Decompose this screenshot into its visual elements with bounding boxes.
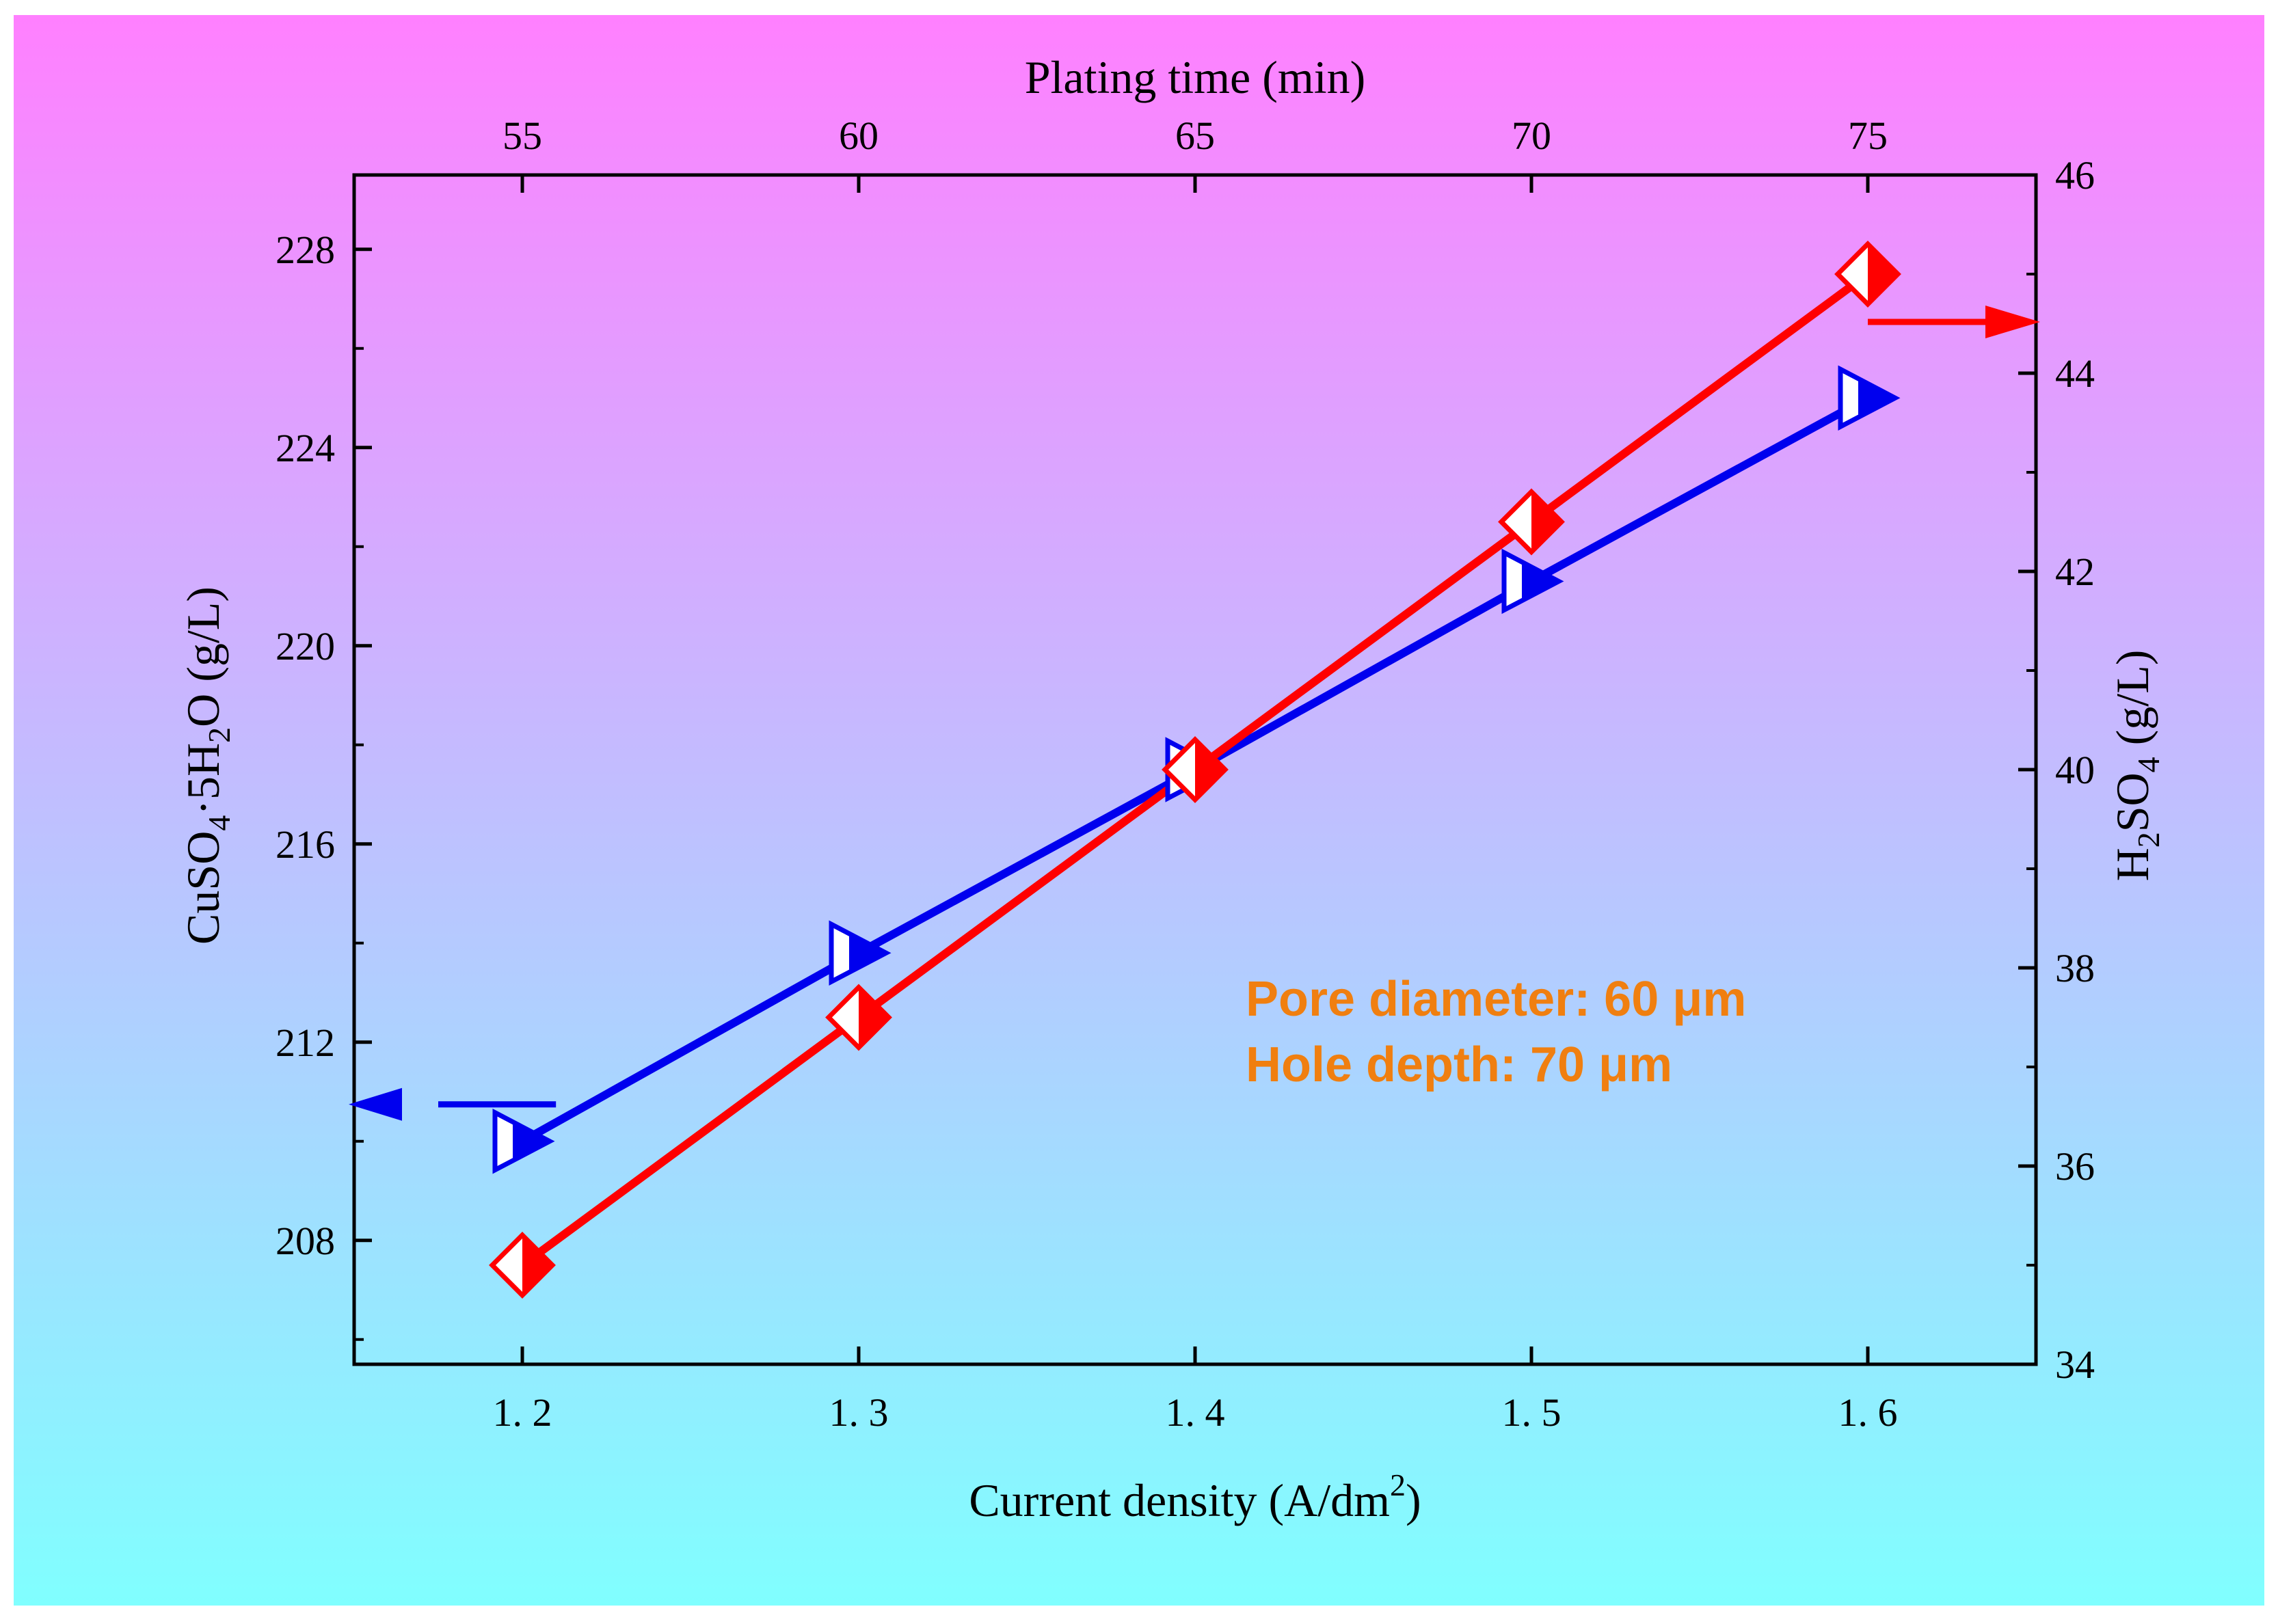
data-point-cuso4-fill [513,1122,550,1161]
data-point-cuso4-fill [1858,378,1895,418]
x-tick-label: 1. 4 [1166,1390,1225,1435]
right-axis-arrow-head [1985,306,2040,338]
y-right-tick-label: 38 [2055,946,2095,990]
data-point-h2so4-fill [1531,491,1562,552]
x2-tick-label: 60 [839,113,879,158]
x2-tick-label: 65 [1175,113,1215,158]
x2-tick-label: 75 [1848,113,1888,158]
data-point-h2so4-fill [859,987,889,1048]
y-right-tick-label: 40 [2055,748,2095,792]
y-right-axis-title: H2SO4 (g/L) [2106,650,2166,882]
data-point-h2so4-fill [522,1235,552,1295]
y-right-tick-label: 46 [2055,153,2095,198]
y-left-tick-label: 224 [276,426,335,470]
data-point-h2so4-fill [1195,740,1225,800]
y-left-axis-title: CuSO4·5H2O (g/L) [177,586,237,945]
y-left-tick-label: 208 [276,1219,335,1263]
x-tick-label: 1. 3 [829,1390,889,1435]
y-right-tick-label: 36 [2055,1144,2095,1189]
y-left-tick-label: 216 [276,822,335,867]
data-point-cuso4-fill [849,933,886,973]
x-tick-label: 1. 6 [1838,1390,1898,1435]
annotation-pore-diameter: Pore diameter: 60 μm [1246,972,1746,1027]
x-axis-title: Current density (A/dm2) [969,1467,1421,1526]
x2-tick-label: 70 [1512,113,1551,158]
x2-axis-title: Plating time (min) [1025,51,1366,103]
data-point-h2so4-fill [1868,244,1898,304]
x-tick-label: 1. 5 [1502,1390,1562,1435]
y-left-tick-label: 220 [276,624,335,668]
y-left-tick-label: 212 [276,1020,335,1065]
y-left-tick-label: 228 [276,228,335,272]
annotation-hole-depth: Hole depth: 70 μm [1246,1038,1672,1092]
left-axis-arrow-head [349,1087,402,1121]
y-right-tick-label: 42 [2055,550,2095,594]
y-right-tick-label: 44 [2055,351,2095,396]
y-right-tick-label: 34 [2055,1342,2095,1387]
plot-area: 1. 2 55 1. 3 60 1. 4 65 1. 5 70 1. 6 75 208 212 216 2… [276,113,2095,1435]
x-tick-label: 1. 2 [493,1390,552,1435]
data-point-cuso4-fill [1522,562,1559,601]
x2-tick-label: 55 [502,113,542,158]
